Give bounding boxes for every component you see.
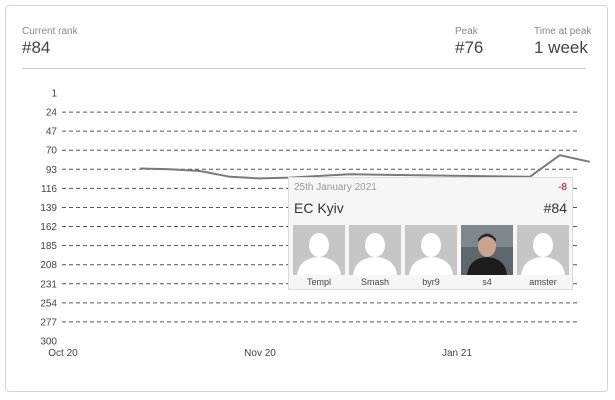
y-tick-label: 231 <box>40 279 57 290</box>
y-tick-label: 93 <box>46 165 58 176</box>
y-tick-label: 208 <box>40 260 57 271</box>
player-card[interactable]: Templ <box>293 225 345 287</box>
y-tick-label: 139 <box>40 203 57 214</box>
y-tick-label: 277 <box>40 317 57 328</box>
x-tick-label: Oct 20 <box>48 348 78 359</box>
peak-value: #76 <box>455 38 484 57</box>
current-rank-value: #84 <box>22 38 51 57</box>
tooltip-date: 25th January 2021 <box>294 182 377 193</box>
player-name: amster <box>529 277 557 287</box>
person-silhouette-icon <box>349 225 401 275</box>
player-avatar-placeholder <box>517 225 569 275</box>
peak-label: Peak <box>455 26 478 37</box>
player-name: byr9 <box>422 277 440 287</box>
rank-series-line <box>140 154 591 180</box>
x-tick-label: Jan 21 <box>442 348 472 359</box>
tooltip-rank: #84 <box>543 200 567 216</box>
y-tick-label: 70 <box>46 146 58 157</box>
time-at-peak-label: Time at peak <box>534 26 592 37</box>
player-card[interactable]: Smash <box>349 225 401 287</box>
y-tick-label: 162 <box>40 222 57 233</box>
x-tick-label: Nov 20 <box>244 348 276 359</box>
current-rank-label: Current rank <box>22 26 78 37</box>
player-name: s4 <box>482 277 492 287</box>
stats-divider <box>22 68 586 69</box>
y-tick-label: 24 <box>46 108 58 119</box>
y-tick-label: 254 <box>40 298 57 309</box>
person-silhouette-icon <box>517 225 569 275</box>
player-card[interactable]: s4 <box>461 225 513 287</box>
player-avatar-placeholder <box>293 225 345 275</box>
person-silhouette-icon <box>405 225 457 275</box>
tooltip-team-name: EC Kyiv <box>294 200 344 216</box>
y-tick-label: 47 <box>46 127 58 138</box>
y-tick-label: 1 <box>51 89 57 100</box>
player-card[interactable]: amster <box>517 225 569 287</box>
y-tick-label: 116 <box>41 184 57 195</box>
y-tick-label: 300 <box>40 337 57 348</box>
player-list: Templ Smash byr9 s4 amster <box>293 225 570 287</box>
time-at-peak-value: 1 week <box>534 38 588 57</box>
chart-tooltip: 25th January 2021 -8 EC Kyiv #84 Templ Sm… <box>288 177 573 290</box>
player-avatar-placeholder <box>349 225 401 275</box>
person-silhouette-icon <box>293 225 345 275</box>
player-avatar-placeholder <box>405 225 457 275</box>
player-card[interactable]: byr9 <box>405 225 457 287</box>
y-tick-label: 185 <box>40 241 57 252</box>
tooltip-rank-change: -8 <box>558 182 567 193</box>
player-photo-icon <box>461 225 513 275</box>
player-photo <box>461 225 513 275</box>
player-name: Smash <box>360 277 389 287</box>
player-name: Templ <box>306 277 331 287</box>
